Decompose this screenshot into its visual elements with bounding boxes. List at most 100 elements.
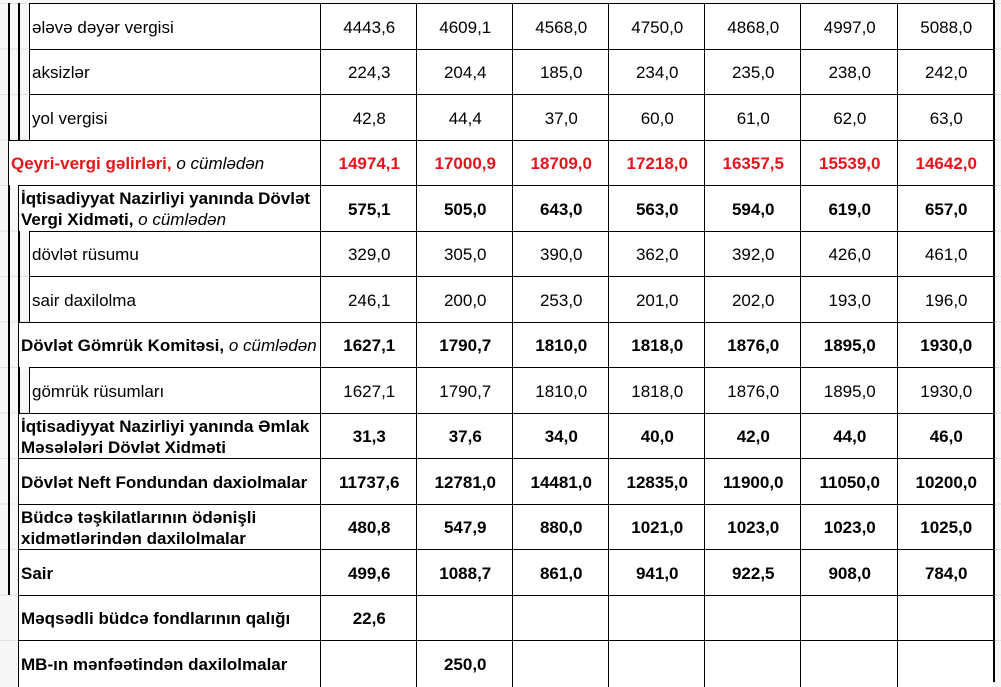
- value-cell[interactable]: 42,0: [704, 412, 802, 460]
- value-cell[interactable]: 4568,0: [512, 3, 610, 50]
- value-cell[interactable]: 1023,0: [800, 503, 899, 551]
- value-cell[interactable]: 196,0: [897, 276, 995, 323]
- value-cell[interactable]: 305,0: [416, 230, 514, 278]
- value-cell[interactable]: 34,0: [512, 412, 610, 460]
- value-cell[interactable]: 22,6: [320, 594, 418, 642]
- value-cell[interactable]: 37,6: [416, 412, 514, 460]
- value-cell[interactable]: 1876,0: [704, 321, 802, 369]
- row-label-cell[interactable]: Məqsədli büdcə fondlarının qalığı: [18, 594, 320, 642]
- value-cell[interactable]: [897, 594, 995, 642]
- value-cell[interactable]: [608, 594, 706, 642]
- value-cell[interactable]: [512, 594, 610, 642]
- value-cell[interactable]: 880,0: [512, 503, 610, 551]
- value-cell[interactable]: 1818,0: [608, 321, 706, 369]
- value-cell[interactable]: 14481,0: [512, 458, 610, 505]
- value-cell[interactable]: 185,0: [512, 48, 610, 96]
- value-cell[interactable]: 4609,1: [416, 3, 514, 50]
- value-cell[interactable]: [512, 640, 610, 687]
- value-cell[interactable]: 15539,0: [800, 139, 899, 187]
- value-cell[interactable]: 11737,6: [320, 458, 418, 505]
- value-cell[interactable]: 1627,1: [320, 321, 418, 369]
- value-cell[interactable]: 250,0: [416, 640, 514, 687]
- value-cell[interactable]: 246,1: [320, 276, 418, 323]
- row-label-cell[interactable]: Büdcə təşkilatlarının ödənişli xidmətlər…: [18, 503, 320, 551]
- value-cell[interactable]: 201,0: [608, 276, 706, 323]
- value-cell[interactable]: 575,1: [320, 185, 418, 232]
- value-cell[interactable]: 11050,0: [800, 458, 899, 505]
- value-cell[interactable]: 193,0: [800, 276, 899, 323]
- value-cell[interactable]: 643,0: [512, 185, 610, 232]
- value-cell[interactable]: 253,0: [512, 276, 610, 323]
- value-cell[interactable]: 5088,0: [897, 3, 995, 50]
- value-cell[interactable]: 941,0: [608, 549, 706, 596]
- value-cell[interactable]: 480,8: [320, 503, 418, 551]
- value-cell[interactable]: 1088,7: [416, 549, 514, 596]
- row-label-cell[interactable]: gömrük rüsumları: [29, 367, 320, 414]
- value-cell[interactable]: 499,6: [320, 549, 418, 596]
- value-cell[interactable]: 461,0: [897, 230, 995, 278]
- value-cell[interactable]: 657,0: [897, 185, 995, 232]
- value-cell[interactable]: 12835,0: [608, 458, 706, 505]
- value-cell[interactable]: [800, 594, 899, 642]
- value-cell[interactable]: 17000,9: [416, 139, 514, 187]
- value-cell[interactable]: 392,0: [704, 230, 802, 278]
- value-cell[interactable]: 242,0: [897, 48, 995, 96]
- value-cell[interactable]: 4868,0: [704, 3, 802, 50]
- value-cell[interactable]: 1790,7: [416, 321, 514, 369]
- value-cell[interactable]: 238,0: [800, 48, 899, 96]
- value-cell[interactable]: 1627,1: [320, 367, 418, 414]
- value-cell[interactable]: [800, 640, 899, 687]
- value-cell[interactable]: 202,0: [704, 276, 802, 323]
- value-cell[interactable]: 61,0: [704, 94, 802, 141]
- value-cell[interactable]: 204,4: [416, 48, 514, 96]
- value-cell[interactable]: 10200,0: [897, 458, 995, 505]
- value-cell[interactable]: 17218,0: [608, 139, 706, 187]
- row-label-cell[interactable]: Dövlət Gömrük Komitəsi, o cümlədən: [18, 321, 320, 369]
- value-cell[interactable]: 784,0: [897, 549, 995, 596]
- value-cell[interactable]: 547,9: [416, 503, 514, 551]
- row-label-cell[interactable]: aksizlər: [29, 48, 320, 96]
- value-cell[interactable]: 12781,0: [416, 458, 514, 505]
- value-cell[interactable]: 18709,0: [512, 139, 610, 187]
- value-cell[interactable]: 1818,0: [608, 367, 706, 414]
- row-label-cell[interactable]: yol vergisi: [29, 94, 320, 141]
- value-cell[interactable]: [608, 640, 706, 687]
- value-cell[interactable]: 4443,6: [320, 3, 418, 50]
- value-cell[interactable]: 426,0: [800, 230, 899, 278]
- value-cell[interactable]: 362,0: [608, 230, 706, 278]
- value-cell[interactable]: 329,0: [320, 230, 418, 278]
- value-cell[interactable]: 235,0: [704, 48, 802, 96]
- value-cell[interactable]: [416, 594, 514, 642]
- value-cell[interactable]: [704, 640, 802, 687]
- row-label-cell[interactable]: sair daxilolma: [29, 276, 320, 323]
- row-label-cell[interactable]: MB-ın mənfəətindən daxilolmalar: [18, 640, 320, 687]
- row-label-cell[interactable]: dövlət rüsumu: [29, 230, 320, 278]
- row-label-cell[interactable]: Dövlət Neft Fondundan daxiolmalar: [18, 458, 320, 505]
- value-cell[interactable]: 60,0: [608, 94, 706, 141]
- value-cell[interactable]: 14974,1: [320, 139, 418, 187]
- value-cell[interactable]: [320, 640, 418, 687]
- value-cell[interactable]: 4750,0: [608, 3, 706, 50]
- value-cell[interactable]: 16357,5: [704, 139, 802, 187]
- value-cell[interactable]: 1023,0: [704, 503, 802, 551]
- value-cell[interactable]: 1895,0: [800, 367, 899, 414]
- value-cell[interactable]: 224,3: [320, 48, 418, 96]
- value-cell[interactable]: 1810,0: [512, 367, 610, 414]
- value-cell[interactable]: 62,0: [800, 94, 899, 141]
- value-cell[interactable]: 1790,7: [416, 367, 514, 414]
- value-cell[interactable]: [897, 640, 995, 687]
- value-cell[interactable]: [704, 594, 802, 642]
- value-cell[interactable]: 1025,0: [897, 503, 995, 551]
- value-cell[interactable]: 31,3: [320, 412, 418, 460]
- value-cell[interactable]: 908,0: [800, 549, 899, 596]
- value-cell[interactable]: 1876,0: [704, 367, 802, 414]
- value-cell[interactable]: 563,0: [608, 185, 706, 232]
- value-cell[interactable]: 46,0: [897, 412, 995, 460]
- value-cell[interactable]: 37,0: [512, 94, 610, 141]
- value-cell[interactable]: 42,8: [320, 94, 418, 141]
- value-cell[interactable]: 1021,0: [608, 503, 706, 551]
- value-cell[interactable]: 4997,0: [800, 3, 899, 50]
- row-label-cell[interactable]: ələvə dəyər vergisi: [29, 3, 320, 50]
- value-cell[interactable]: 200,0: [416, 276, 514, 323]
- value-cell[interactable]: 11900,0: [704, 458, 802, 505]
